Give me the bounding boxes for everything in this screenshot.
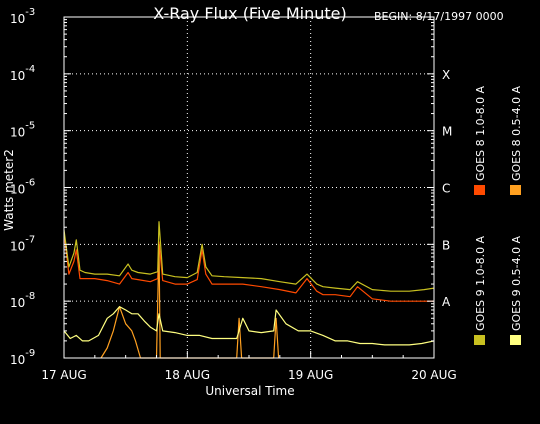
y-tick-label: 10-5 xyxy=(10,121,35,140)
begin-date-label: BEGIN: 8/17/1997 0000 xyxy=(374,10,504,23)
chart-title: X-Ray Flux (Five Minute) xyxy=(153,4,346,23)
x-tick-label: 19 AUG xyxy=(288,368,333,382)
x-tick-label: 17 AUG xyxy=(41,368,86,382)
grid xyxy=(64,17,434,358)
x-tick-label: 18 AUG xyxy=(165,368,210,382)
y-tick-label: 10-8 xyxy=(10,291,35,310)
legend-swatch xyxy=(510,335,521,345)
legend-swatch xyxy=(474,335,485,345)
legend-swatch xyxy=(510,185,521,195)
flare-class-label: C xyxy=(442,182,450,196)
axes: 10-310-410-510-610-710-810-917 AUG 18 AUG… xyxy=(10,7,457,382)
legend-label: GOES 8 0.5-4.0 A xyxy=(510,85,523,181)
flare-class-label: B xyxy=(442,238,450,252)
y-tick-label: 10-7 xyxy=(10,234,35,253)
x-tick-label: 20 AUG xyxy=(411,368,456,382)
y-tick-label: 10-4 xyxy=(10,64,35,83)
legend-swatch xyxy=(474,185,485,195)
legend-label: GOES 9 0.5-4.0 A xyxy=(510,235,523,331)
series-lines xyxy=(63,221,435,359)
legend-label: GOES 9 1.0-8.0 A xyxy=(474,235,487,331)
series-line xyxy=(63,232,434,302)
x-axis-label: Universal Time xyxy=(205,384,294,398)
series-line xyxy=(63,221,435,292)
series-line xyxy=(100,243,280,359)
y-tick-label: 10-3 xyxy=(10,7,35,26)
series-line xyxy=(63,306,435,346)
y-tick-label: 10-9 xyxy=(10,348,35,367)
y-axis-label: Watts meter2 xyxy=(2,149,16,231)
flare-class-label: A xyxy=(442,295,451,309)
flare-class-label: M xyxy=(442,125,452,139)
flare-class-label: X xyxy=(442,68,450,82)
legend: GOES 8 1.0-8.0 A GOES 8 0.5-4.0 A GOES 9 1… xyxy=(474,85,523,345)
legend-label: GOES 8 1.0-8.0 A xyxy=(474,85,487,181)
